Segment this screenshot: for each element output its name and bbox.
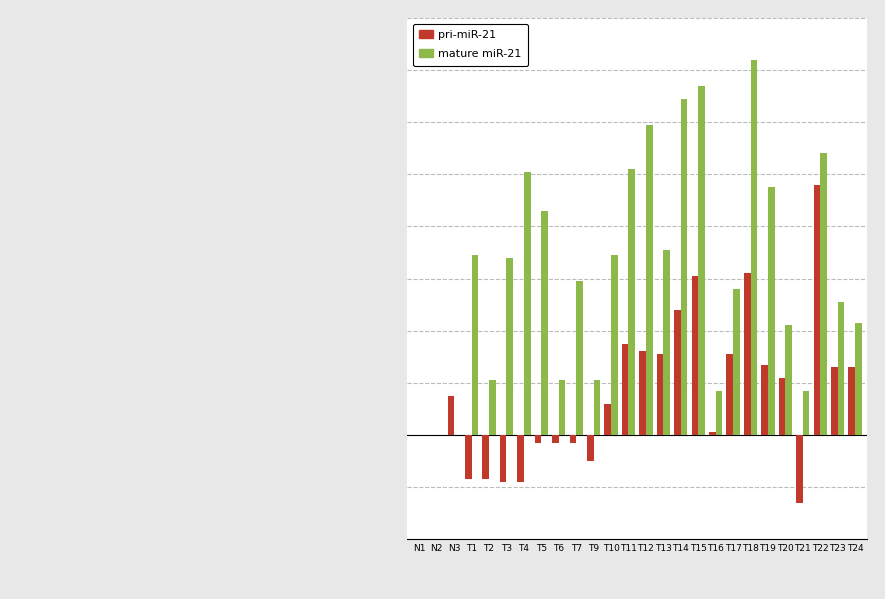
- Bar: [472, 255, 478, 435]
- Bar: [489, 380, 496, 435]
- Bar: [552, 435, 558, 443]
- Bar: [849, 367, 855, 435]
- Bar: [750, 60, 758, 435]
- Bar: [517, 435, 524, 482]
- Bar: [500, 435, 506, 482]
- Bar: [587, 435, 594, 461]
- Bar: [820, 153, 827, 435]
- Bar: [674, 310, 681, 435]
- Bar: [768, 187, 774, 435]
- Bar: [628, 169, 635, 435]
- Legend: pri-miR-21, mature miR-21: pri-miR-21, mature miR-21: [412, 23, 528, 66]
- Bar: [813, 184, 820, 435]
- Bar: [604, 404, 611, 435]
- Bar: [570, 435, 576, 443]
- Bar: [576, 281, 583, 435]
- Bar: [657, 354, 664, 435]
- Bar: [558, 380, 566, 435]
- Bar: [838, 302, 844, 435]
- Bar: [639, 352, 646, 435]
- Bar: [664, 250, 670, 435]
- Bar: [465, 435, 472, 479]
- Bar: [681, 99, 688, 435]
- Y-axis label: Relative Expression (normalized to N2): Relative Expression (normalized to N2): [373, 164, 386, 394]
- Bar: [831, 367, 838, 435]
- Bar: [482, 435, 489, 479]
- Bar: [761, 365, 768, 435]
- Bar: [727, 354, 733, 435]
- Bar: [796, 435, 803, 503]
- Bar: [733, 289, 740, 435]
- Bar: [698, 86, 704, 435]
- Bar: [622, 344, 628, 435]
- Bar: [779, 377, 785, 435]
- Bar: [691, 276, 698, 435]
- Bar: [803, 391, 810, 435]
- Bar: [785, 325, 792, 435]
- Bar: [542, 211, 548, 435]
- Bar: [744, 273, 750, 435]
- Bar: [448, 396, 454, 435]
- Bar: [594, 380, 600, 435]
- Bar: [646, 125, 652, 435]
- Bar: [855, 323, 862, 435]
- Bar: [709, 432, 716, 435]
- Bar: [716, 391, 722, 435]
- Bar: [524, 172, 530, 435]
- Bar: [611, 255, 618, 435]
- Bar: [535, 435, 542, 443]
- Bar: [506, 258, 513, 435]
